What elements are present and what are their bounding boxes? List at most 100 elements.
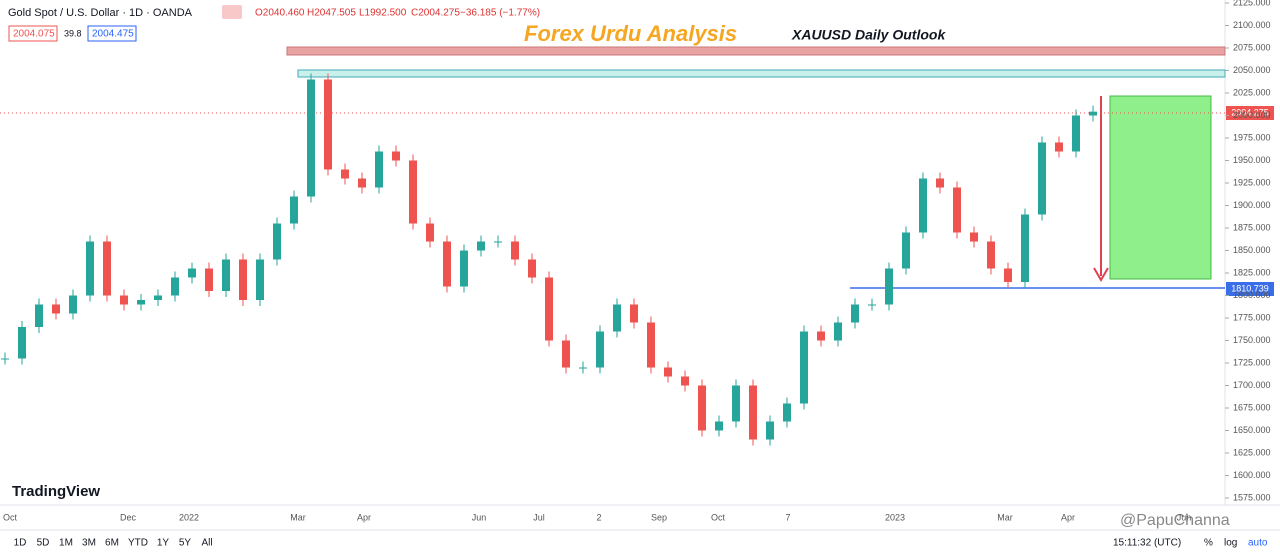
- candle: [783, 403, 791, 422]
- candle: [460, 250, 468, 287]
- subtitle: XAUUSD Daily Outlook: [791, 27, 946, 43]
- candle: [647, 322, 655, 368]
- price-tick-label: 2025.000: [1233, 87, 1271, 97]
- candle: [1038, 142, 1046, 215]
- candle: [1055, 142, 1063, 152]
- candle: [851, 304, 859, 323]
- candle: [664, 367, 672, 377]
- candle: [256, 259, 264, 300]
- candle: [443, 241, 451, 287]
- price-tick-label: 1600.000: [1233, 470, 1271, 480]
- candle: [494, 241, 502, 243]
- price-tick-label: 2075.000: [1233, 42, 1271, 52]
- candle: [681, 376, 689, 386]
- ask-box[interactable]: [87, 25, 137, 42]
- candle: [120, 295, 128, 305]
- range-button[interactable]: 1D: [14, 538, 27, 549]
- candle: [69, 295, 77, 314]
- candle: [409, 160, 417, 224]
- price-tick-label: 2100.000: [1233, 20, 1271, 30]
- range-button[interactable]: 6M: [105, 538, 119, 549]
- price-tick-label: 1875.000: [1233, 222, 1271, 232]
- candle: [290, 196, 298, 224]
- price-tick-label: 1900.000: [1233, 200, 1271, 210]
- time-tick-label: Dec: [120, 512, 137, 522]
- candle: [426, 223, 434, 242]
- arrow-head: [1093, 267, 1109, 282]
- candle: [171, 277, 179, 296]
- candle: [205, 268, 213, 291]
- ohlc-close: C2004.275: [411, 8, 460, 19]
- candle: [103, 241, 111, 296]
- price-tick-label: 1950.000: [1233, 155, 1271, 165]
- candle: [732, 385, 740, 422]
- badge: [222, 5, 242, 19]
- price-tick-label: 1700.000: [1233, 380, 1271, 390]
- candle: [18, 327, 26, 359]
- candle: [239, 259, 247, 300]
- candle: [35, 304, 43, 327]
- range-button[interactable]: 3M: [82, 538, 96, 549]
- candle: [477, 241, 485, 251]
- last-price-tag: [1226, 106, 1274, 120]
- resistance-zone: [286, 46, 1226, 56]
- range-button[interactable]: 5D: [37, 538, 50, 549]
- range-button[interactable]: All: [201, 538, 212, 549]
- time-tick-label: Oct: [711, 512, 726, 522]
- price-tick-label: 1725.000: [1233, 357, 1271, 367]
- candles: [1, 73, 1097, 446]
- candle: [715, 421, 723, 431]
- auto-toggle[interactable]: auto: [1248, 538, 1268, 549]
- candle: [987, 241, 995, 269]
- candle: [970, 232, 978, 242]
- range-button[interactable]: 1M: [59, 538, 73, 549]
- candle: [953, 187, 961, 233]
- price-tick-label: 2050.000: [1233, 65, 1271, 75]
- resistance-zone: [297, 69, 1226, 78]
- candle: [1021, 214, 1029, 282]
- log-toggle[interactable]: log: [1224, 538, 1237, 549]
- range-button[interactable]: 5Y: [179, 538, 192, 549]
- time-tick-label: Mar: [997, 512, 1013, 522]
- spread: 39.8: [64, 28, 82, 38]
- candle: [273, 223, 281, 260]
- time-tick-label: 2022: [179, 512, 199, 522]
- range-button[interactable]: YTD: [128, 538, 148, 549]
- candle: [579, 367, 587, 369]
- time-tick-label: 7: [785, 512, 790, 522]
- range-button[interactable]: 1Y: [157, 538, 170, 549]
- support-tag: [1226, 282, 1274, 296]
- ohlc-low: L1992.500: [359, 8, 407, 19]
- time-tick-label: Jun: [472, 512, 487, 522]
- price-tick-label: 2125.000: [1233, 0, 1271, 7]
- candle: [817, 331, 825, 341]
- time-tick-label: Apr: [1061, 512, 1075, 522]
- price-tick-label: 1800.000: [1233, 290, 1271, 300]
- candle: [188, 268, 196, 278]
- last-price: 2004.275: [1231, 107, 1269, 117]
- candle: [902, 232, 910, 269]
- candle: [52, 304, 60, 314]
- bid-box[interactable]: [8, 25, 58, 42]
- candle: [868, 304, 876, 306]
- candle: [1072, 115, 1080, 152]
- candle: [86, 241, 94, 296]
- percent-toggle[interactable]: %: [1204, 538, 1213, 549]
- time-tick-label: Oct: [3, 512, 18, 522]
- time-tick-label: Sep: [651, 512, 667, 522]
- price-tick-label: 1750.000: [1233, 335, 1271, 345]
- candle: [630, 304, 638, 323]
- symbol: Gold Spot / U.S. Dollar · 1D · OANDA: [8, 7, 193, 19]
- price-tick-label: 1925.000: [1233, 177, 1271, 187]
- candle: [936, 178, 944, 188]
- candle: [613, 304, 621, 332]
- price-tick-label: 1625.000: [1233, 447, 1271, 457]
- candle: [545, 277, 553, 341]
- candle: [375, 151, 383, 188]
- logo: TradingView: [12, 483, 100, 500]
- time-tick-label: Jun: [1177, 512, 1192, 522]
- price-tick-label: 1825.000: [1233, 267, 1271, 277]
- candle: [307, 79, 315, 197]
- time-tick-label: 2023: [885, 512, 905, 522]
